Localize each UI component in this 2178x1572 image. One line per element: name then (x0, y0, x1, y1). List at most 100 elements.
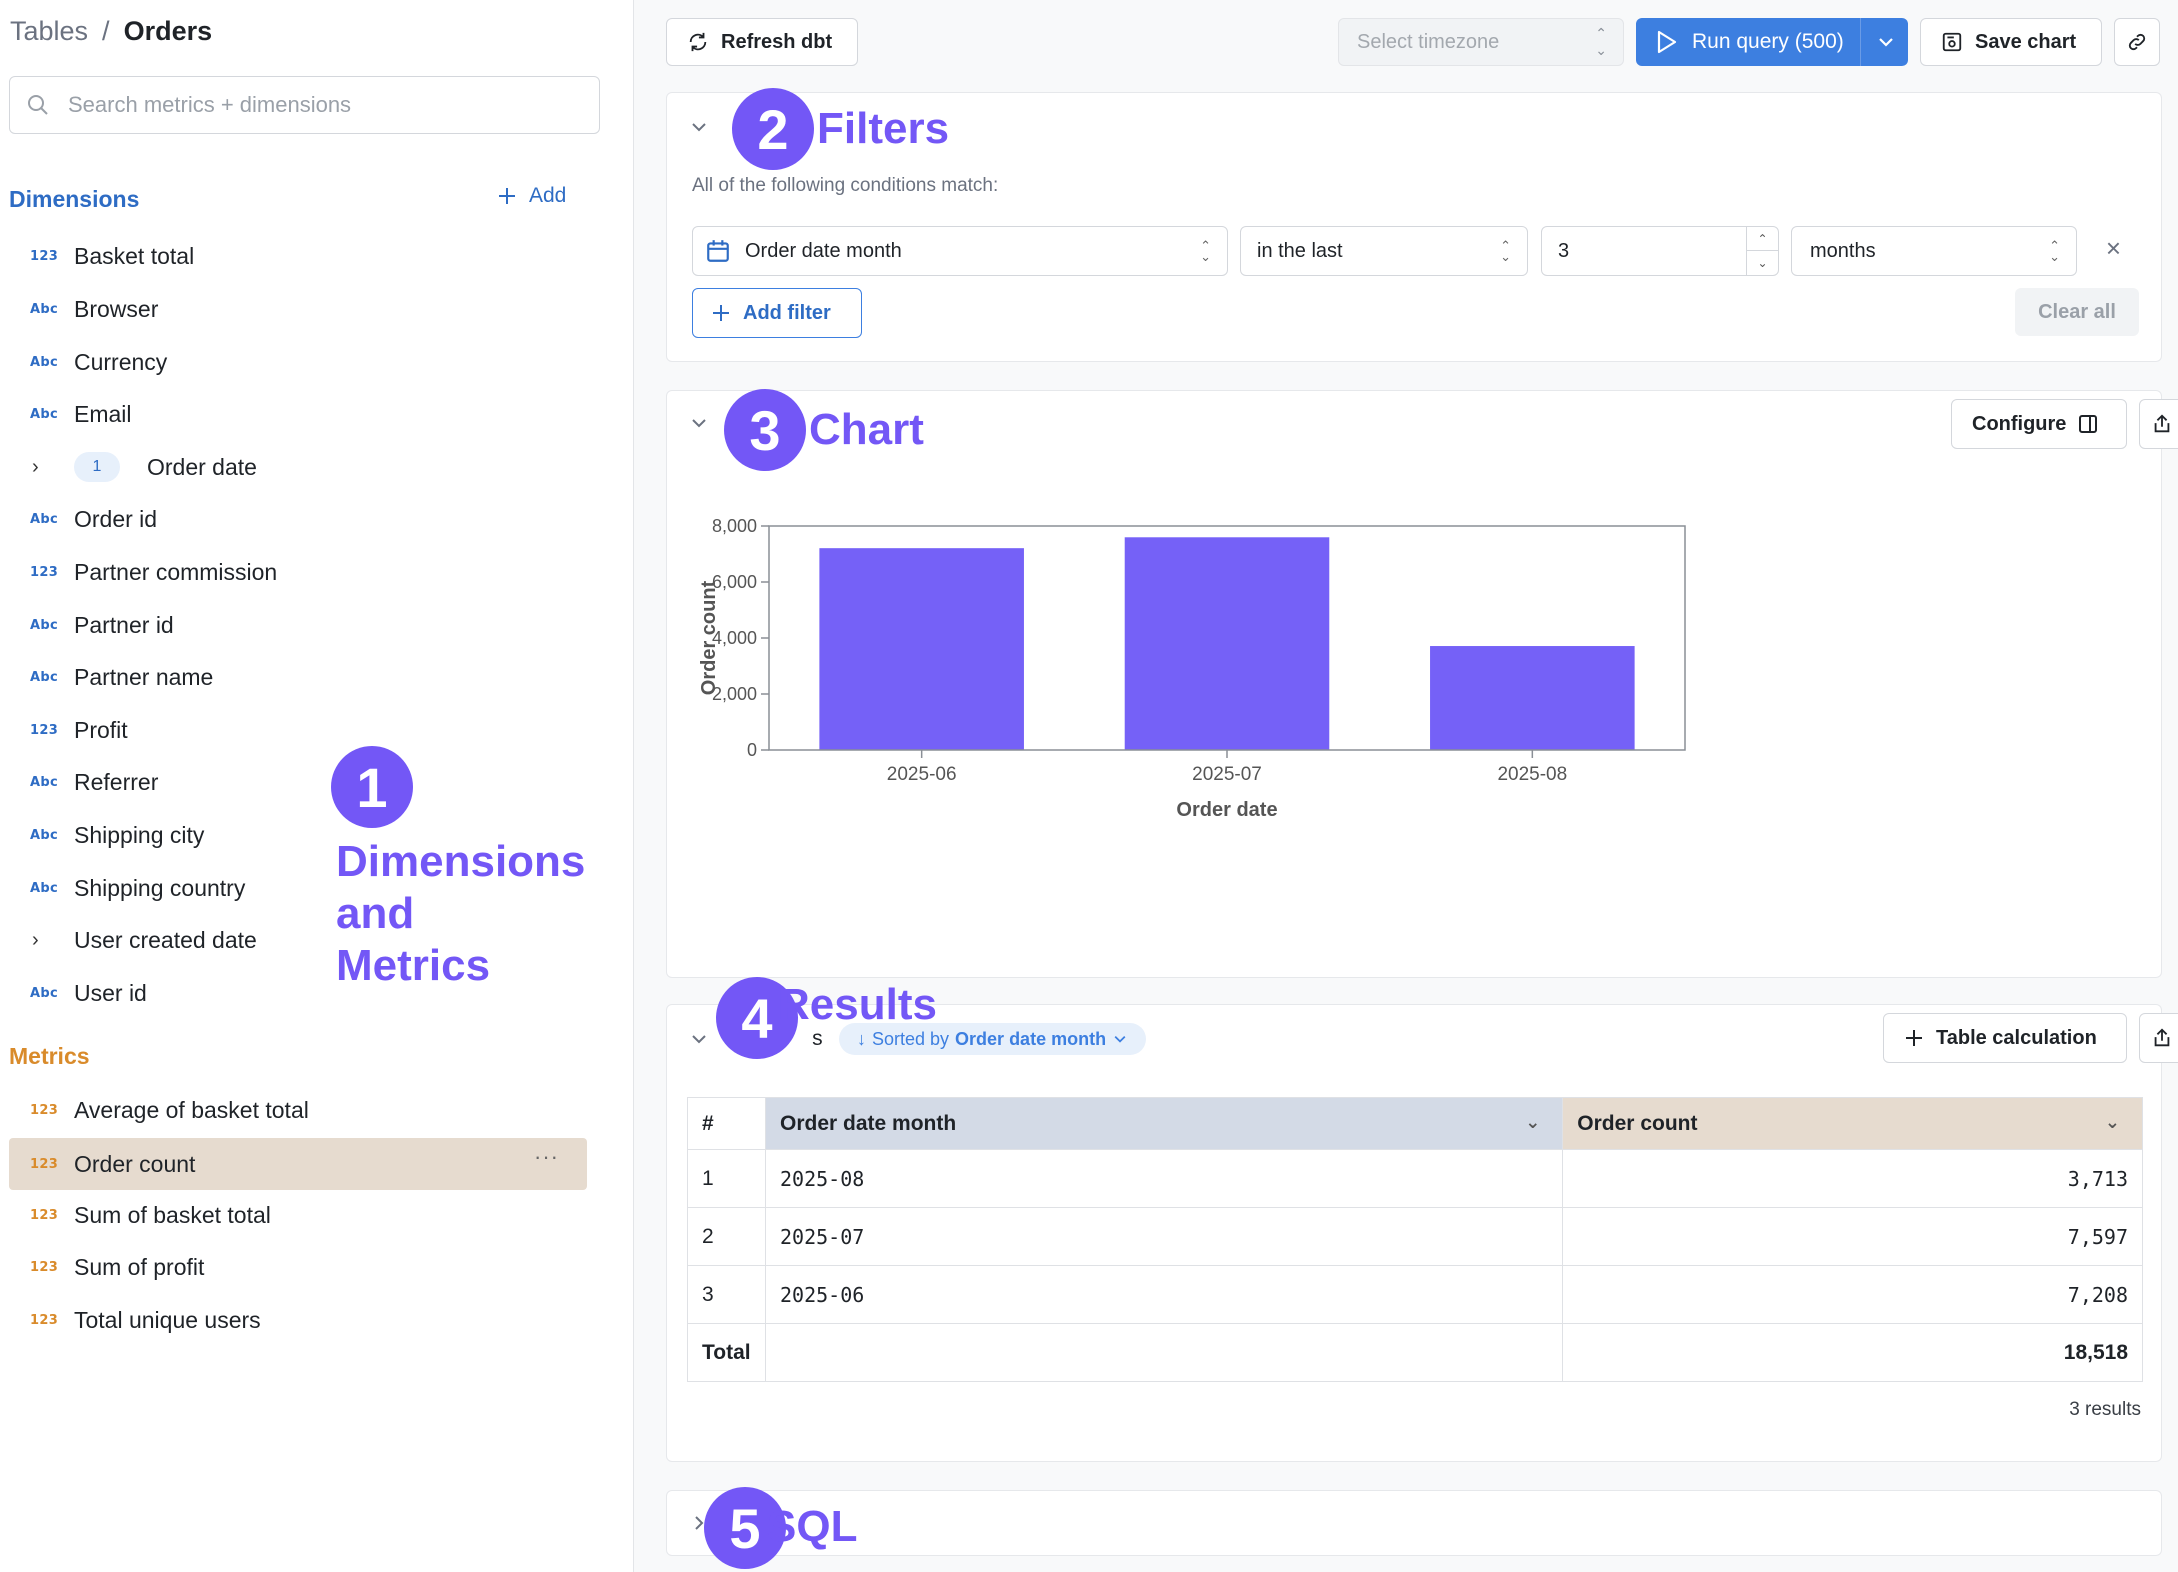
chevron-down-icon[interactable] (689, 117, 709, 137)
total-label: Total (687, 1323, 766, 1382)
bar[interactable] (819, 548, 1024, 750)
dimension-item[interactable]: Abc Partner id (9, 601, 587, 649)
cell-order-count[interactable]: 7,208 (1562, 1265, 2143, 1324)
share-icon (2154, 414, 2170, 433)
chevron-down-icon[interactable] (689, 413, 709, 433)
dimension-label: User created date (74, 926, 257, 953)
metric-label: Order count (74, 1150, 196, 1177)
metric-label: Average of basket total (74, 1096, 309, 1123)
dimension-item[interactable]: Abc Currency (9, 338, 587, 386)
decrement-icon[interactable]: ⌄ (1757, 256, 1768, 270)
string-type-icon: Abc (30, 354, 58, 370)
row-index: 3 (687, 1265, 766, 1324)
column-header-order-date-month[interactable]: Order date month ⌄ (764, 1097, 1564, 1150)
breadcrumb-tables-link[interactable]: Tables (10, 16, 89, 46)
updown-chevron-icon: ⌃ ⌄ (2049, 238, 2060, 264)
table-calculation-button[interactable]: Table calculation (1883, 1013, 2127, 1063)
dimension-item[interactable]: Abc User id (9, 969, 587, 1017)
save-icon (1942, 32, 1962, 52)
filter-unit-select[interactable]: months ⌃ ⌄ (1791, 226, 2077, 276)
copy-link-button[interactable] (2114, 18, 2160, 66)
chart-card: Configure 0 2,000 4,000 6,000 8,000 2025-06 2… (666, 389, 2178, 978)
increment-icon[interactable]: ⌃ (1747, 227, 1778, 251)
cell-order-date-month[interactable]: 2025-07 (764, 1207, 1564, 1266)
filter-field-select[interactable]: Order date month ⌃ ⌄ (692, 226, 1228, 276)
dimension-item[interactable]: Abc Referrer (9, 758, 587, 806)
metric-item[interactable]: 123 Total unique users (9, 1296, 587, 1344)
string-type-icon: Abc (30, 617, 58, 633)
row-index: 1 (687, 1149, 766, 1208)
filter-operator-select[interactable]: in the last ⌃ ⌄ (1240, 226, 1528, 276)
clear-all-filters-button[interactable]: Clear all (2015, 288, 2139, 336)
chevron-down-icon[interactable]: ⌄ (1525, 1112, 1541, 1132)
explore-sidebar: Tables / Orders Dimensions Add 123 Basket… (0, 0, 634, 1572)
refresh-dbt-button[interactable]: Refresh dbt (666, 18, 858, 66)
dimension-item[interactable]: Abc Order id (9, 495, 587, 543)
save-chart-button[interactable]: Save chart (1920, 18, 2102, 66)
dimension-item[interactable]: Abc Email (9, 390, 587, 438)
table-row: 1 2025-08 3,713 (687, 1149, 2143, 1208)
filter-value-stepper[interactable]: 3 ⌃ ⌄ (1541, 226, 1779, 276)
bar[interactable] (1430, 646, 1635, 750)
metric-item[interactable]: 123 Average of basket total (9, 1086, 587, 1134)
metric-label: Sum of basket total (74, 1201, 271, 1228)
sql-card: 5 SQL (666, 1487, 2162, 1569)
string-type-icon: Abc (30, 880, 58, 896)
metric-item-selected[interactable]: 123 Order count ··· (9, 1138, 587, 1190)
plot-frame (768, 525, 1686, 751)
cell-order-date-month[interactable]: 2025-08 (764, 1149, 1564, 1208)
string-type-icon: Abc (30, 985, 58, 1001)
explore-main: Refresh dbt Select timezone ⌃ ⌄ Run query… (634, 0, 2178, 1572)
chevron-down-icon[interactable]: ⌄ (2104, 1112, 2120, 1132)
refresh-icon (689, 32, 707, 52)
table-row: 3 2025-06 7,208 (687, 1265, 2143, 1324)
dimension-item[interactable]: 123 Partner commission (9, 548, 587, 596)
chevron-right-icon[interactable]: › (32, 455, 39, 478)
dimension-group-order-date[interactable]: › 1 Order date (9, 443, 587, 491)
chevron-down-icon[interactable] (1876, 32, 1896, 52)
chevron-right-icon[interactable] (689, 1513, 709, 1533)
run-query-button[interactable]: Run query (500) (1636, 18, 1908, 66)
cell-order-count[interactable]: 7,597 (1562, 1207, 2143, 1266)
chevron-down-icon[interactable] (689, 1029, 709, 1049)
y-axis-title: Order count (698, 580, 720, 695)
metric-item[interactable]: 123 Sum of profit (9, 1243, 587, 1291)
sorted-by-field: Order date month (955, 1028, 1107, 1049)
dimension-item[interactable]: Abc Partner name (9, 653, 587, 701)
more-options-icon[interactable]: ··· (534, 1144, 559, 1169)
add-dimension-button[interactable]: Add (497, 184, 566, 208)
dimension-item[interactable]: 123 Basket total (9, 232, 587, 280)
updown-chevron-icon: ⌃ ⌄ (1200, 238, 1211, 264)
cell-order-date-month[interactable]: 2025-06 (764, 1265, 1564, 1324)
timezone-select[interactable]: Select timezone ⌃ ⌄ (1338, 18, 1624, 66)
bar-chart: 0 2,000 4,000 6,000 8,000 2025-06 2025-07 2025… (698, 516, 1686, 821)
metric-item[interactable]: 123 Sum of basket total (9, 1191, 587, 1239)
plus-icon (499, 188, 515, 204)
dimension-label: Currency (74, 348, 168, 375)
breadcrumb-separator: / (102, 16, 110, 46)
search-field[interactable] (9, 76, 600, 134)
chart-export-button[interactable] (2139, 399, 2178, 449)
sorted-by-badge[interactable]: ↓ Sorted by Order date month (839, 1023, 1147, 1055)
dimension-item[interactable]: Abc Shipping city (9, 811, 587, 859)
table-row: 2 2025-07 7,597 (687, 1207, 2143, 1266)
dimension-item[interactable]: Abc Shipping country (9, 864, 587, 912)
remove-filter-close-icon[interactable]: × (2105, 233, 2121, 263)
dimension-label: Order date (147, 453, 257, 480)
chevron-right-icon[interactable]: › (32, 928, 39, 951)
add-filter-button[interactable]: Add filter (692, 288, 862, 338)
total-order-count: 18,518 (1562, 1323, 2143, 1382)
column-header-order-count[interactable]: Order count ⌄ (1562, 1097, 2143, 1150)
results-export-button[interactable] (2139, 1013, 2178, 1063)
plus-icon (1906, 1030, 1922, 1046)
cell-order-count[interactable]: 3,713 (1562, 1149, 2143, 1208)
save-chart-label: Save chart (1975, 30, 2077, 53)
search-input[interactable] (68, 92, 588, 118)
annotation-label-3: Chart (809, 405, 924, 454)
bar[interactable] (1124, 537, 1330, 750)
dimension-item[interactable]: 123 Profit (9, 706, 587, 754)
dimension-group-user-created-date[interactable]: › User created date (9, 916, 587, 964)
stepper-controls: ⌃ ⌄ (1746, 227, 1778, 275)
dimension-item[interactable]: Abc Browser (9, 285, 587, 333)
configure-chart-button[interactable]: Configure (1951, 399, 2127, 449)
